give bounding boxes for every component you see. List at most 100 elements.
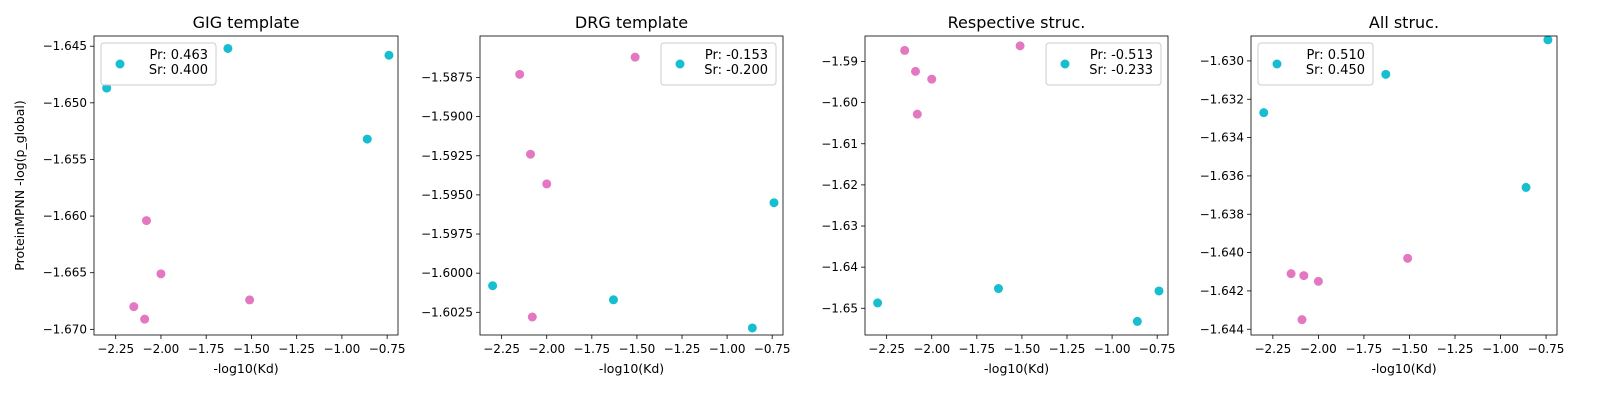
data-point [515, 69, 525, 79]
data-point [140, 314, 150, 324]
data-point [141, 216, 151, 226]
legend-box [1045, 42, 1162, 86]
data-point [1543, 35, 1553, 45]
x-tick-label: −1.00 [324, 342, 361, 356]
x-tick-label: −0.75 [1528, 342, 1565, 356]
data-point [156, 269, 166, 279]
subplot-title: DRG template [575, 13, 688, 32]
data-point [223, 43, 233, 53]
x-tick-label: −0.75 [754, 342, 791, 356]
x-tick-label: −2.25 [1254, 342, 1291, 356]
x-tick-label: −1.25 [1437, 342, 1474, 356]
data-point [245, 295, 255, 305]
y-tick-label: −1.670 [43, 322, 87, 336]
y-tick-label: −1.645 [43, 39, 87, 53]
legend-marker [115, 59, 125, 69]
y-tick-label: −1.655 [43, 152, 87, 166]
y-tick-label: −1.64 [821, 260, 858, 274]
x-tick-label: −1.75 [1346, 342, 1383, 356]
data-point [900, 45, 910, 55]
data-point [488, 281, 498, 291]
y-tick-label: −1.632 [1200, 92, 1244, 106]
y-tick-label: −1.5875 [421, 70, 473, 84]
y-tick-label: −1.5975 [421, 227, 473, 241]
data-point [1299, 271, 1309, 281]
y-tick-label: −1.642 [1200, 284, 1244, 298]
legend-marker [1272, 59, 1282, 69]
data-point [1015, 41, 1025, 51]
y-tick-label: −1.63 [821, 219, 858, 233]
data-point [1403, 253, 1413, 263]
plot-frame [93, 35, 399, 336]
data-point [608, 295, 618, 305]
y-tick-label: −1.6025 [421, 305, 473, 319]
legend-text: Pr: -0.513 [1090, 48, 1153, 63]
legend-text: Sr: 0.400 [149, 63, 208, 78]
y-axis-label: ProteinMPNN -log(p_global) [12, 100, 27, 270]
data-point [526, 149, 535, 159]
x-tick-label: −1.00 [1482, 342, 1519, 356]
subplot-2: DRG template −2.25 −2.00 −1.75 −1.50 −1.25 −1.… [421, 13, 791, 376]
y-tick-label: −1.650 [43, 96, 87, 110]
x-tick-label: −0.75 [1139, 342, 1176, 356]
subplot-3: Respective struc. −2.25 −2.00 −1.75 −1.50 −1.… [821, 13, 1175, 376]
y-tick-label: −1.638 [1200, 207, 1244, 221]
legend-text: Sr: -0.200 [704, 63, 768, 78]
y-tick-label: −1.630 [1200, 54, 1244, 68]
y-tick-label: −1.6000 [421, 266, 473, 280]
x-tick-label: −1.75 [573, 342, 610, 356]
x-tick-label: −2.25 [483, 342, 520, 356]
x-tick-label: −1.25 [278, 342, 315, 356]
data-point [129, 302, 139, 312]
subplot-1: GIG template −2.25 −2.00 −1.75 −1.50 −1.25 −1.… [12, 13, 406, 376]
subplot-4: All struc. −2.25 −2.00 −1.75 −1.50 −1.25 −1.00… [1200, 13, 1565, 376]
data-point [1521, 182, 1531, 192]
y-tick-label: −1.60 [821, 96, 858, 110]
legend-text: Sr: 0.450 [1306, 63, 1365, 78]
data-point [912, 109, 922, 119]
y-tick-label: −1.59 [821, 54, 858, 68]
data-point [769, 198, 779, 208]
x-axis-label: -log10(Kd) [1371, 361, 1436, 376]
x-tick-label: −1.75 [958, 342, 995, 356]
x-tick-label: −1.25 [1049, 342, 1086, 356]
x-tick-label: −1.50 [1391, 342, 1428, 356]
x-tick-label: −1.50 [1004, 342, 1041, 356]
y-tick-label: −1.665 [43, 266, 87, 280]
data-point [542, 179, 552, 189]
x-axis-label: -log10(Kd) [984, 361, 1049, 376]
y-tick-label: −1.644 [1200, 322, 1244, 336]
x-tick-label: −2.00 [143, 342, 180, 356]
legend-text: Pr: -0.153 [705, 48, 768, 63]
data-point [527, 312, 537, 322]
x-axis-label: -log10(Kd) [213, 361, 278, 376]
x-tick-label: −2.00 [528, 342, 565, 356]
subplot-title: GIG template [193, 13, 300, 32]
data-point [747, 323, 757, 333]
x-tick-label: −2.00 [1300, 342, 1337, 356]
y-tick-label: −1.61 [821, 137, 858, 151]
x-tick-label: −1.00 [1094, 342, 1131, 356]
data-point [384, 50, 394, 60]
legend-marker [1060, 59, 1070, 69]
x-tick-label: −2.25 [868, 342, 905, 356]
legend-text: Pr: 0.463 [150, 48, 208, 63]
y-tick-label: −1.5950 [421, 188, 473, 202]
data-point [1313, 276, 1323, 286]
data-point [102, 83, 112, 93]
data-point [1381, 69, 1391, 79]
plot-frame [1250, 35, 1558, 336]
y-tick-label: −1.660 [43, 209, 87, 223]
y-tick-label: −1.640 [1200, 246, 1244, 260]
y-tick-label: −1.5900 [421, 110, 473, 124]
y-tick-label: −1.62 [821, 178, 858, 192]
data-point [362, 134, 372, 144]
x-tick-label: −1.25 [664, 342, 701, 356]
legend-box [100, 42, 217, 86]
legend-text: Pr: 0.510 [1307, 48, 1365, 63]
